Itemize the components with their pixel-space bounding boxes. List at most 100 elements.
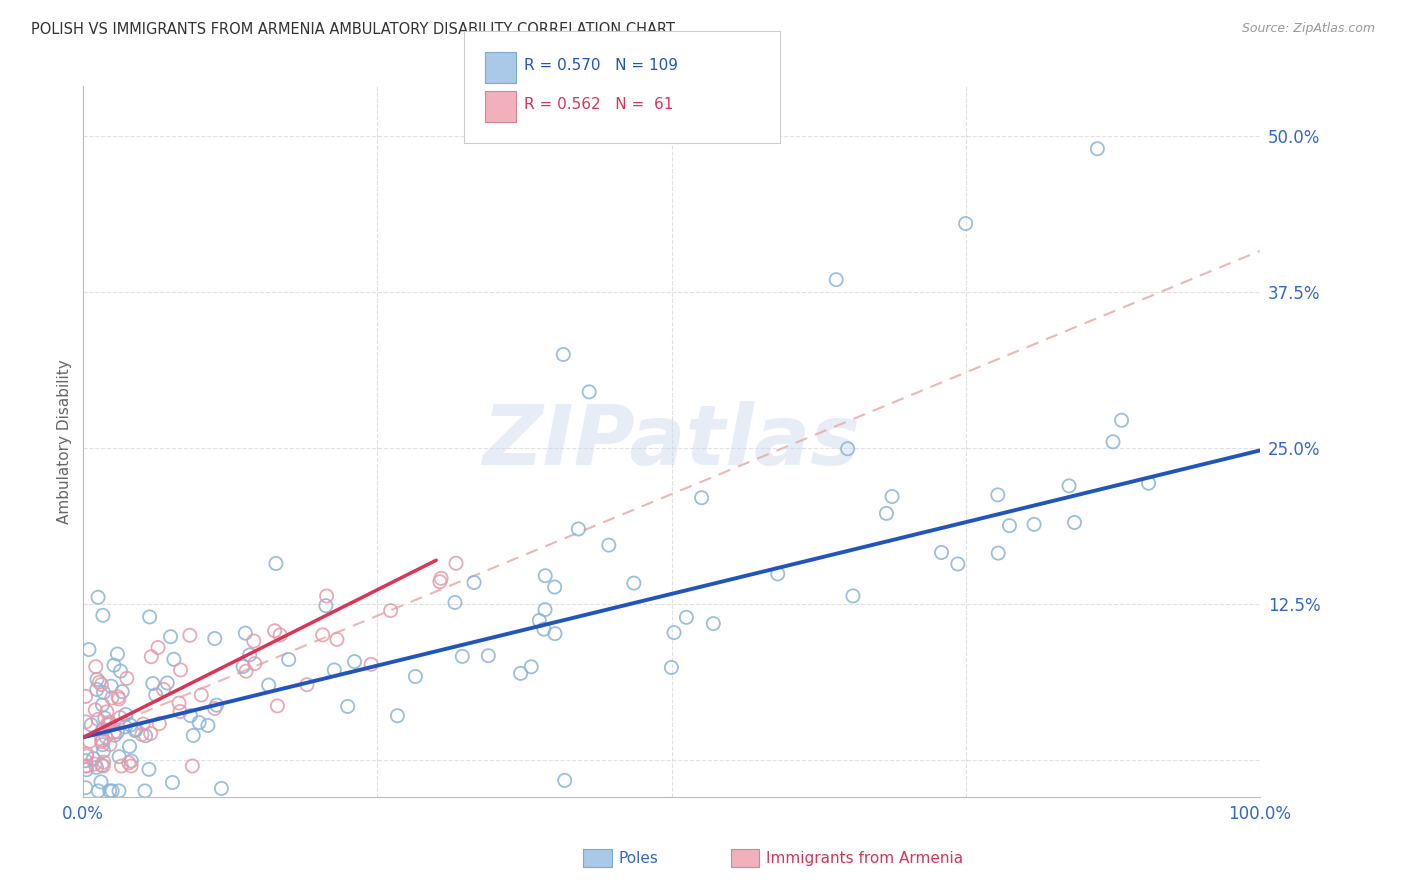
Point <box>107 647 129 661</box>
Point <box>675 610 697 624</box>
Point <box>204 701 226 715</box>
Point <box>86 760 108 774</box>
Point <box>76 759 98 773</box>
Point <box>93 685 115 699</box>
Point <box>842 589 865 603</box>
Point <box>987 546 1010 560</box>
Point <box>90 734 112 748</box>
Point <box>96 717 118 731</box>
Point <box>233 626 256 640</box>
Point <box>163 652 186 666</box>
Point <box>156 676 179 690</box>
Point <box>578 384 600 399</box>
Point <box>181 729 204 743</box>
Point <box>553 347 575 361</box>
Point <box>264 557 287 571</box>
Point <box>159 630 181 644</box>
Point <box>239 648 262 662</box>
Point <box>955 217 977 231</box>
Point <box>124 723 146 738</box>
Point <box>75 754 97 768</box>
Text: Poles: Poles <box>619 851 658 865</box>
Point <box>76 749 98 764</box>
Text: Source: ZipAtlas.com: Source: ZipAtlas.com <box>1241 22 1375 36</box>
Point <box>263 624 285 638</box>
Point <box>243 634 266 648</box>
Point <box>204 632 226 646</box>
Point <box>108 692 131 706</box>
Point <box>75 763 97 777</box>
Point <box>1057 479 1080 493</box>
Point <box>77 642 100 657</box>
Point <box>169 705 191 719</box>
Point <box>115 671 138 685</box>
Point <box>766 566 789 581</box>
Point <box>131 727 153 741</box>
Point <box>429 574 451 589</box>
Point <box>96 705 118 719</box>
Point <box>277 652 299 666</box>
Point <box>269 628 291 642</box>
Point <box>146 640 169 655</box>
Point <box>1111 413 1133 427</box>
Point <box>477 648 499 663</box>
Point <box>690 491 713 505</box>
Point <box>87 591 110 605</box>
Point <box>931 545 953 559</box>
Point <box>1102 434 1125 449</box>
Point <box>100 679 122 693</box>
Point <box>188 715 211 730</box>
Y-axis label: Ambulatory Disability: Ambulatory Disability <box>58 359 72 524</box>
Point <box>544 626 567 640</box>
Point <box>702 616 724 631</box>
Point <box>104 728 127 742</box>
Point <box>880 490 903 504</box>
Point <box>181 759 204 773</box>
Point <box>387 708 409 723</box>
Point <box>90 775 112 789</box>
Point <box>190 688 212 702</box>
Text: POLISH VS IMMIGRANTS FROM ARMENIA AMBULATORY DISABILITY CORRELATION CHART: POLISH VS IMMIGRANTS FROM ARMENIA AMBULA… <box>31 22 675 37</box>
Point <box>315 589 337 603</box>
Point <box>243 657 266 671</box>
Point <box>1022 517 1045 532</box>
Point <box>295 678 318 692</box>
Point <box>825 273 848 287</box>
Point <box>75 714 97 729</box>
Point <box>93 744 115 758</box>
Point <box>326 632 349 647</box>
Point <box>139 726 162 740</box>
Point <box>91 759 114 773</box>
Point <box>662 625 685 640</box>
Point <box>179 708 201 723</box>
Point <box>197 718 219 732</box>
Point <box>79 734 101 748</box>
Point <box>110 664 132 678</box>
Point <box>138 763 160 777</box>
Point <box>87 784 110 798</box>
Point <box>114 707 136 722</box>
Point <box>114 720 136 734</box>
Point <box>141 649 163 664</box>
Point <box>108 784 131 798</box>
Point <box>91 722 114 736</box>
Point <box>875 507 897 521</box>
Point <box>118 756 141 770</box>
Point <box>509 666 531 681</box>
Point <box>110 759 132 773</box>
Point <box>543 580 565 594</box>
Point <box>90 677 112 691</box>
Point <box>75 690 97 704</box>
Text: R = 0.562   N =  61: R = 0.562 N = 61 <box>524 97 673 112</box>
Point <box>529 614 551 628</box>
Point <box>98 784 121 798</box>
Text: ZIPatlas: ZIPatlas <box>482 401 860 483</box>
Point <box>167 696 190 710</box>
Point <box>623 576 645 591</box>
Point <box>108 749 131 764</box>
Point <box>323 663 346 677</box>
Text: R = 0.570   N = 109: R = 0.570 N = 109 <box>524 58 679 72</box>
Point <box>90 758 112 772</box>
Point <box>91 698 114 712</box>
Point <box>152 682 174 697</box>
